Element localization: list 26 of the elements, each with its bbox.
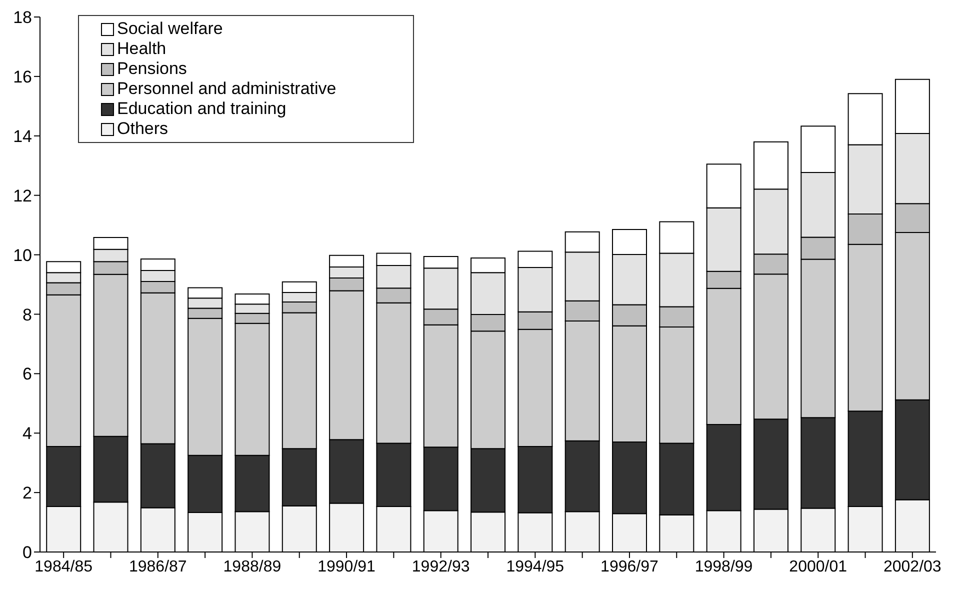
- x-tick-label: 1984/85: [34, 558, 93, 576]
- x-tick-label: 1988/89: [223, 558, 282, 576]
- y-tick-label: 12: [13, 186, 32, 206]
- legend-label: Personnel and administrative: [117, 79, 336, 99]
- x-tick-label: 1994/95: [506, 558, 564, 576]
- y-tick-label: 16: [13, 67, 32, 86]
- legend-label: Social welfare: [117, 19, 223, 39]
- x-tick-label: 1996/97: [600, 558, 658, 576]
- y-tick-label: 8: [22, 305, 32, 324]
- y-tick-label: 14: [13, 126, 32, 146]
- y-tick-label: 18: [13, 8, 32, 28]
- legend-label: Others: [117, 119, 168, 139]
- x-tick-label: 1986/87: [128, 558, 187, 576]
- y-tick-label: 2: [22, 484, 32, 503]
- x-tick-label: 1998/99: [694, 558, 753, 576]
- x-tick-label: 2000/01: [789, 558, 848, 576]
- legend-label: Health: [117, 39, 166, 59]
- y-tick-label: 4: [22, 424, 32, 444]
- legend-label: Pensions: [117, 59, 187, 79]
- x-tick-label: 2002/03: [884, 558, 942, 576]
- y-tick-label: 10: [13, 246, 32, 265]
- x-tick-label: 1990/91: [318, 558, 376, 576]
- x-tick-label: 1992/93: [412, 558, 470, 576]
- legend-label: Education and training: [117, 99, 286, 119]
- y-tick-label: 6: [22, 364, 32, 384]
- y-tick-label: 0: [22, 543, 32, 562]
